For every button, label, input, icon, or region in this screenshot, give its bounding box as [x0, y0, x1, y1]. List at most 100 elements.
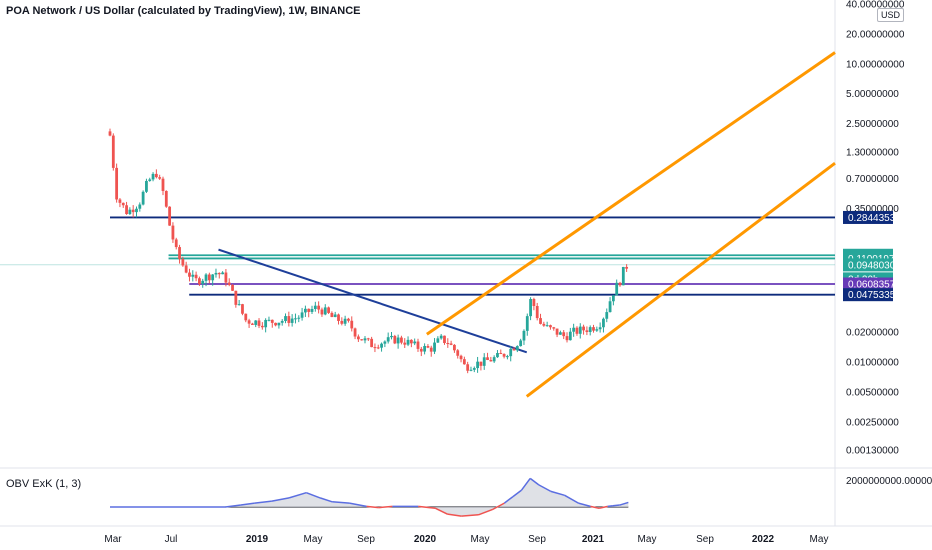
candle-body[interactable]	[141, 191, 145, 205]
candle-body[interactable]	[380, 343, 383, 348]
candle-body[interactable]	[429, 347, 433, 352]
candle-body[interactable]	[423, 346, 427, 352]
candle-body[interactable]	[267, 319, 271, 321]
candle-body[interactable]	[376, 347, 380, 349]
candle-body[interactable]	[506, 356, 509, 358]
candle-body[interactable]	[148, 179, 152, 181]
candle-body[interactable]	[317, 305, 321, 310]
candle-body[interactable]	[178, 247, 181, 260]
candle-body[interactable]	[171, 225, 175, 240]
candle-body[interactable]	[373, 347, 377, 349]
candle-body[interactable]	[608, 301, 612, 313]
candle-body[interactable]	[393, 335, 397, 344]
candle-body[interactable]	[151, 173, 155, 180]
candle-body[interactable]	[214, 272, 218, 275]
candle-body[interactable]	[595, 329, 599, 331]
candle-body[interactable]	[558, 332, 562, 335]
candle-body[interactable]	[350, 320, 354, 329]
currency-button[interactable]: USD	[877, 8, 905, 22]
candle-body[interactable]	[184, 265, 188, 273]
candle-body[interactable]	[191, 274, 195, 277]
candle-body[interactable]	[244, 313, 248, 321]
candle-body[interactable]	[303, 308, 307, 313]
candle-body[interactable]	[128, 209, 132, 215]
candle-body[interactable]	[111, 135, 115, 168]
candle-body[interactable]	[323, 307, 327, 315]
candle-body[interactable]	[333, 314, 337, 318]
obv-panel[interactable]: 2000000000.00000000	[110, 476, 932, 517]
candle-body[interactable]	[519, 340, 523, 347]
candle-body[interactable]	[260, 325, 264, 328]
candle-body[interactable]	[131, 209, 135, 213]
candle-body[interactable]	[459, 355, 463, 360]
candle-body[interactable]	[426, 346, 430, 348]
candle-body[interactable]	[300, 312, 304, 318]
candle-body[interactable]	[287, 316, 291, 323]
candle-body[interactable]	[621, 266, 625, 286]
candle-body[interactable]	[539, 318, 542, 324]
candle-body[interactable]	[578, 326, 582, 334]
candle-body[interactable]	[121, 202, 125, 206]
candle-body[interactable]	[542, 323, 546, 326]
candle-body[interactable]	[396, 337, 400, 344]
candle-body[interactable]	[568, 331, 572, 341]
candle-body[interactable]	[466, 364, 470, 371]
candle-body[interactable]	[406, 339, 410, 345]
candle-body[interactable]	[562, 332, 566, 337]
candle-body[interactable]	[254, 320, 258, 325]
candle-body[interactable]	[572, 327, 576, 332]
candle-body[interactable]	[310, 308, 314, 312]
candle-body[interactable]	[118, 199, 122, 203]
candle-body[interactable]	[400, 337, 403, 343]
candle-body[interactable]	[453, 344, 456, 351]
candle-body[interactable]	[469, 369, 473, 371]
candle-body[interactable]	[535, 305, 539, 319]
candle-body[interactable]	[598, 327, 602, 330]
trendline[interactable]	[218, 248, 528, 354]
candle-body[interactable]	[211, 274, 215, 281]
candle-body[interactable]	[307, 308, 311, 312]
candle-body[interactable]	[164, 190, 168, 207]
candle-body[interactable]	[154, 173, 158, 178]
candle-body[interactable]	[115, 167, 119, 200]
candle-body[interactable]	[592, 327, 595, 331]
candle-body[interactable]	[615, 282, 619, 296]
candle-body[interactable]	[462, 359, 466, 365]
candle-body[interactable]	[174, 239, 178, 248]
candle-body[interactable]	[337, 314, 340, 321]
candle-body[interactable]	[439, 335, 443, 339]
candle-body[interactable]	[234, 290, 238, 305]
candle-body[interactable]	[366, 338, 370, 340]
candle-body[interactable]	[386, 337, 390, 342]
candle-body[interactable]	[582, 326, 585, 331]
candle-body[interactable]	[330, 312, 334, 318]
candle-body[interactable]	[313, 305, 317, 309]
candle-body[interactable]	[446, 343, 450, 345]
candle-body[interactable]	[217, 272, 221, 275]
candle-body[interactable]	[496, 353, 499, 358]
candle-body[interactable]	[264, 319, 268, 328]
candle-body[interactable]	[515, 346, 519, 351]
candle-body[interactable]	[138, 204, 142, 209]
candle-body[interactable]	[277, 322, 281, 326]
candle-body[interactable]	[363, 338, 367, 341]
candle-body[interactable]	[274, 322, 277, 326]
candle-body[interactable]	[227, 282, 231, 285]
candle-body[interactable]	[552, 327, 556, 329]
candle-body[interactable]	[413, 341, 417, 344]
candle-body[interactable]	[525, 316, 529, 331]
candle-body[interactable]	[555, 328, 559, 335]
candle-body[interactable]	[257, 320, 261, 326]
candle-body[interactable]	[207, 274, 211, 281]
candle-body[interactable]	[188, 272, 191, 277]
candle-body[interactable]	[340, 320, 344, 324]
candle-body[interactable]	[522, 330, 526, 341]
candle-body[interactable]	[251, 323, 254, 325]
candle-body[interactable]	[443, 335, 446, 344]
candle-body[interactable]	[390, 335, 393, 338]
candle-body[interactable]	[409, 339, 413, 344]
candle-body[interactable]	[611, 295, 615, 302]
candle-body[interactable]	[456, 350, 460, 356]
candle-body[interactable]	[370, 338, 374, 348]
candle-body[interactable]	[575, 327, 579, 334]
